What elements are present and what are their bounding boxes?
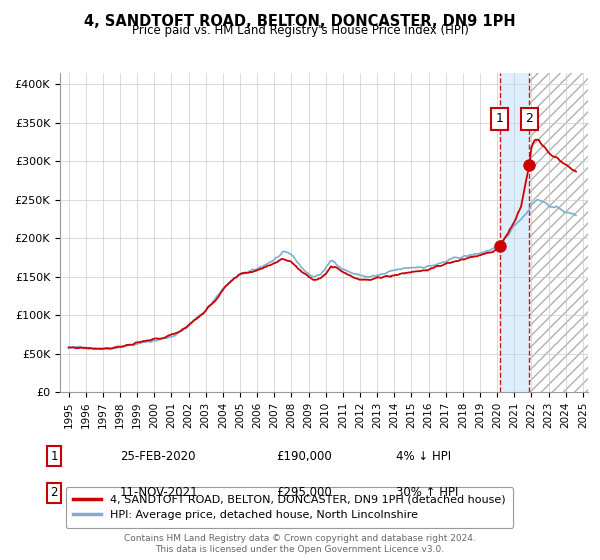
Text: 4% ↓ HPI: 4% ↓ HPI: [396, 450, 451, 463]
Text: 1: 1: [50, 450, 58, 463]
Text: 1: 1: [496, 113, 503, 125]
Text: Price paid vs. HM Land Registry's House Price Index (HPI): Price paid vs. HM Land Registry's House …: [131, 24, 469, 37]
Text: 11-NOV-2021: 11-NOV-2021: [120, 486, 199, 500]
Text: Contains HM Land Registry data © Crown copyright and database right 2024.
This d: Contains HM Land Registry data © Crown c…: [124, 534, 476, 554]
Text: £295,000: £295,000: [276, 486, 332, 500]
Bar: [500, 73, 529, 392]
Text: 25-FEB-2020: 25-FEB-2020: [120, 450, 196, 463]
Bar: [529, 73, 588, 392]
Text: 30% ↑ HPI: 30% ↑ HPI: [396, 486, 458, 500]
Text: 2: 2: [525, 113, 533, 125]
Text: 2: 2: [50, 486, 58, 500]
Legend: 4, SANDTOFT ROAD, BELTON, DONCASTER, DN9 1PH (detached house), HPI: Average pric: 4, SANDTOFT ROAD, BELTON, DONCASTER, DN9…: [65, 487, 514, 528]
Text: 4, SANDTOFT ROAD, BELTON, DONCASTER, DN9 1PH: 4, SANDTOFT ROAD, BELTON, DONCASTER, DN9…: [84, 14, 516, 29]
Text: £190,000: £190,000: [276, 450, 332, 463]
